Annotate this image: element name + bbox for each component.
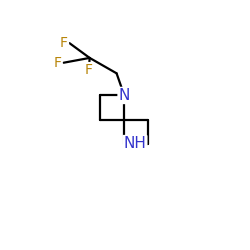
Text: NH: NH [124,136,146,151]
Text: N: N [118,88,130,103]
Text: F: F [85,63,93,77]
Text: F: F [60,36,68,50]
Text: F: F [54,56,62,70]
